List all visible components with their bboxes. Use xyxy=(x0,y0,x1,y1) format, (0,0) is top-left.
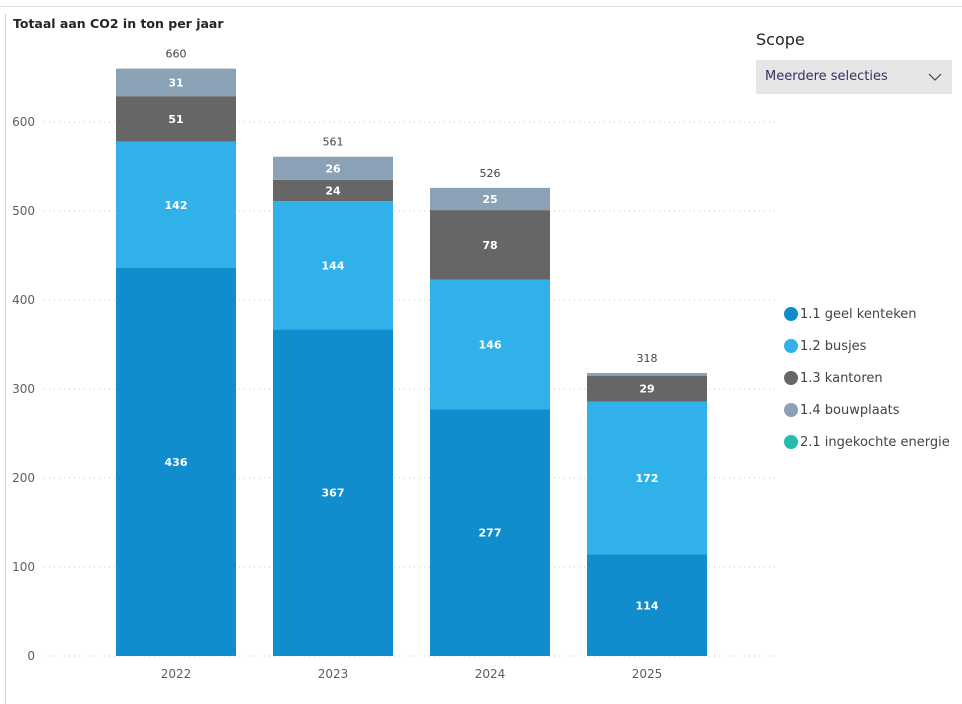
bar-segment-2022-4[interactable] xyxy=(116,68,236,97)
x-tick-label-2024: 2024 xyxy=(475,667,506,681)
bar-segment-2023-1[interactable] xyxy=(273,329,393,656)
chevron-down-icon[interactable] xyxy=(928,73,942,81)
segment-data-label: 26 xyxy=(325,162,341,175)
segment-data-label: 436 xyxy=(165,456,188,469)
y-tick-label: 600 xyxy=(12,115,35,129)
left-border xyxy=(5,14,6,704)
bar-segment-2023-3[interactable] xyxy=(273,179,393,202)
x-tick-label-2025: 2025 xyxy=(632,667,663,681)
bar-segment-2022-2[interactable] xyxy=(116,141,236,268)
segment-data-label: 24 xyxy=(325,185,341,198)
x-tick-label-2023: 2023 xyxy=(318,667,349,681)
chart-legend: 1.1 geel kenteken 1.2 busjes 1.3 kantoren 1… xyxy=(784,298,950,458)
segment-data-label: 51 xyxy=(168,113,183,126)
segment-data-label: 29 xyxy=(639,383,654,396)
legend-label: 1.3 kantoren xyxy=(800,370,883,386)
slicer-title: Scope xyxy=(756,30,805,49)
segment-data-label: 172 xyxy=(636,472,659,485)
total-label-2023: 561 xyxy=(323,136,344,149)
legend-marker xyxy=(784,307,798,321)
legend-marker xyxy=(784,403,798,417)
top-border xyxy=(0,6,962,7)
y-tick-label: 500 xyxy=(12,204,35,218)
co2-chart-visual[interactable]: Totaal aan CO2 in ton per jaar xyxy=(6,14,962,704)
legend-marker xyxy=(784,371,798,385)
segment-data-label: 25 xyxy=(482,193,497,206)
segment-data-label: 277 xyxy=(479,527,502,540)
scope-dropdown[interactable]: Meerdere selecties xyxy=(756,60,952,94)
stacked-bar-chart[interactable]: 436 142 51 31 660 367 144 24 26 561 277 146 78 25 526 1… xyxy=(0,0,956,690)
x-tick-label-2022: 2022 xyxy=(161,667,192,681)
bar-segment-2024-1[interactable] xyxy=(430,409,550,656)
segment-data-label: 146 xyxy=(479,339,502,352)
legend-label: 2.1 ingekochte energie xyxy=(800,434,950,450)
bar-segment-2022-1[interactable] xyxy=(116,267,236,656)
legend-item-1[interactable]: 1.1 geel kenteken xyxy=(784,298,950,330)
total-label-2024: 526 xyxy=(480,167,501,180)
legend-label: 1.1 geel kenteken xyxy=(800,306,917,322)
bar-segment-2023-4[interactable] xyxy=(273,156,393,180)
total-label-2025: 318 xyxy=(637,352,658,365)
y-tick-label: 0 xyxy=(27,649,35,663)
y-tick-label: 300 xyxy=(12,382,35,396)
legend-item-4[interactable]: 1.4 bouwplaats xyxy=(784,394,950,426)
bar-segment-2022-3[interactable] xyxy=(116,96,236,142)
bars[interactable] xyxy=(116,68,707,656)
bar-segment-2024-2[interactable] xyxy=(430,279,550,410)
legend-item-2[interactable]: 1.2 busjes xyxy=(784,330,950,362)
bar-segment-2025-2[interactable] xyxy=(587,401,707,555)
bar-segment-2025-3[interactable] xyxy=(587,375,707,402)
segment-data-label: 142 xyxy=(165,199,188,212)
chart-title: Totaal aan CO2 in ton per jaar xyxy=(13,16,224,31)
legend-item-3[interactable]: 1.3 kantoren xyxy=(784,362,950,394)
legend-label: 1.2 busjes xyxy=(800,338,867,354)
axes: 0 100 200 300 400 500 600 2022 2023 2024 2025 xyxy=(12,115,662,681)
segment-data-label: 367 xyxy=(322,487,345,500)
segment-data-label: 114 xyxy=(636,599,659,612)
total-label-2022: 660 xyxy=(166,48,187,61)
legend-label: 1.4 bouwplaats xyxy=(800,402,900,418)
previous-visual-edge xyxy=(0,0,962,14)
bar-segment-2023-2[interactable] xyxy=(273,201,393,330)
y-tick-label: 400 xyxy=(12,293,35,307)
legend-marker xyxy=(784,339,798,353)
legend-item-5[interactable]: 2.1 ingekochte energie xyxy=(784,426,950,458)
data-labels: 436 142 51 31 660 367 144 24 26 561 277 146 78 25 526 1… xyxy=(165,48,659,613)
y-tick-label: 100 xyxy=(12,560,35,574)
segment-data-label: 144 xyxy=(322,259,345,272)
bar-segment-2025-4[interactable] xyxy=(587,372,707,376)
legend-marker xyxy=(784,435,798,449)
segment-data-label: 78 xyxy=(482,239,497,252)
scope-slicer: Scope Meerdere selecties xyxy=(756,30,952,94)
bar-segment-2024-4[interactable] xyxy=(430,187,550,211)
bar-segment-2025-1[interactable] xyxy=(587,554,707,656)
segment-data-label: 31 xyxy=(168,76,183,89)
y-tick-label: 200 xyxy=(12,471,35,485)
bar-segment-2024-3[interactable] xyxy=(430,210,550,280)
dropdown-value: Meerdere selecties xyxy=(765,69,888,84)
